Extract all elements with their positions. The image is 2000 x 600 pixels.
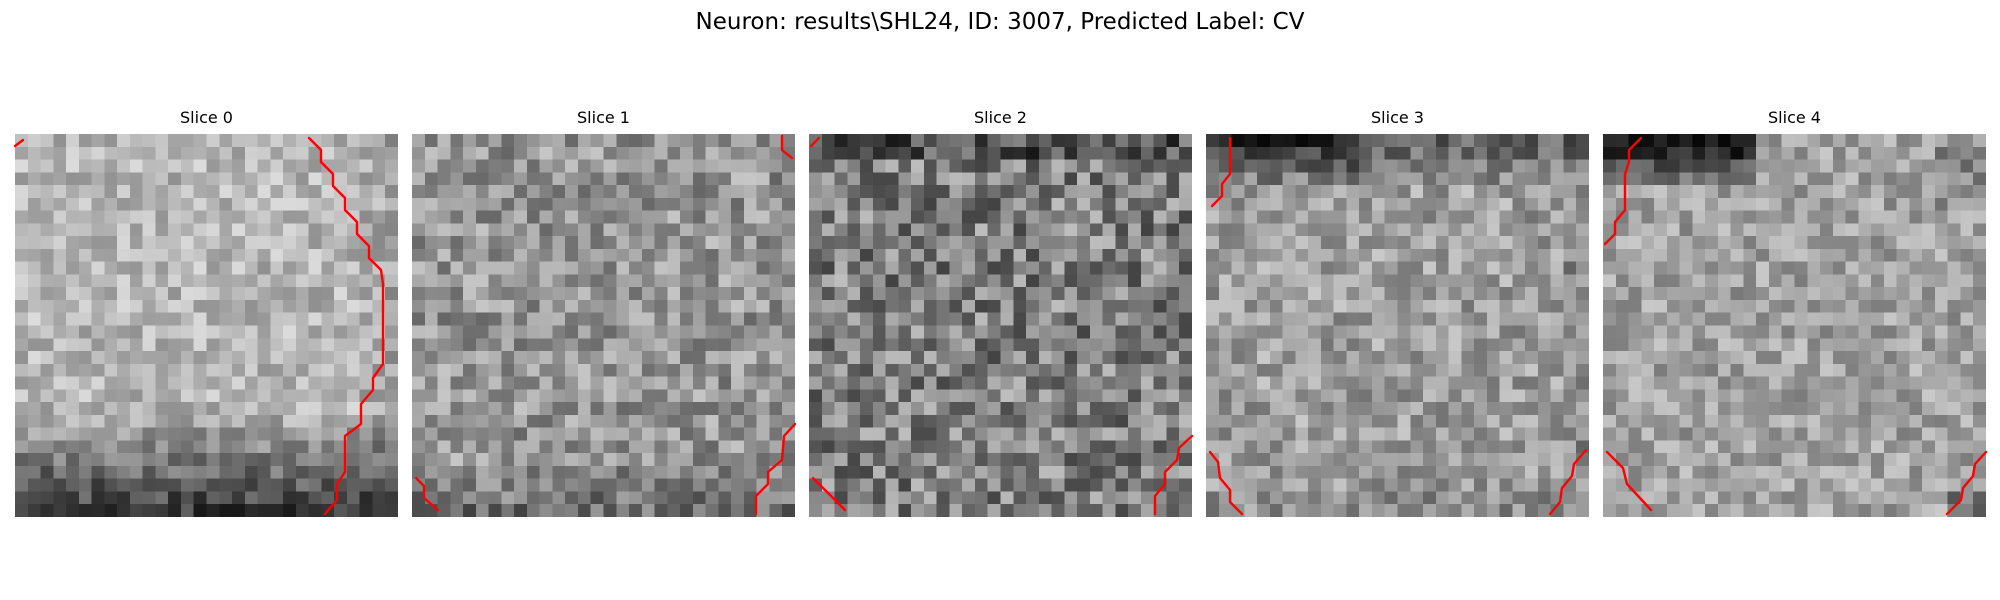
slice-image [15,134,398,517]
slice-title: Slice 3 [1371,108,1424,127]
slice-image [1603,134,1986,517]
slice-panel-0: Slice 0 [13,108,398,517]
slice-panel-1: Slice 1 [412,108,797,517]
slice-image [1206,134,1589,517]
boundary-trace [13,136,385,516]
boundary-trace [1603,136,1988,516]
slice-panel-2: Slice 2 [809,108,1194,517]
slice-title: Slice 1 [577,108,630,127]
slice-image [809,134,1192,517]
slice-title: Slice 4 [1768,108,1821,127]
slice-image [412,134,795,517]
figure-title: Neuron: results\SHL24, ID: 3007, Predict… [695,9,1305,35]
slice-panel-3: Slice 3 [1206,108,1589,517]
boundary-trace [809,136,1194,516]
slice-panel-4: Slice 4 [1603,108,1988,517]
boundary-trace [1208,136,1588,516]
slice-title: Slice 2 [974,108,1027,127]
boundary-trace [414,134,797,516]
slice-title: Slice 0 [180,108,233,127]
